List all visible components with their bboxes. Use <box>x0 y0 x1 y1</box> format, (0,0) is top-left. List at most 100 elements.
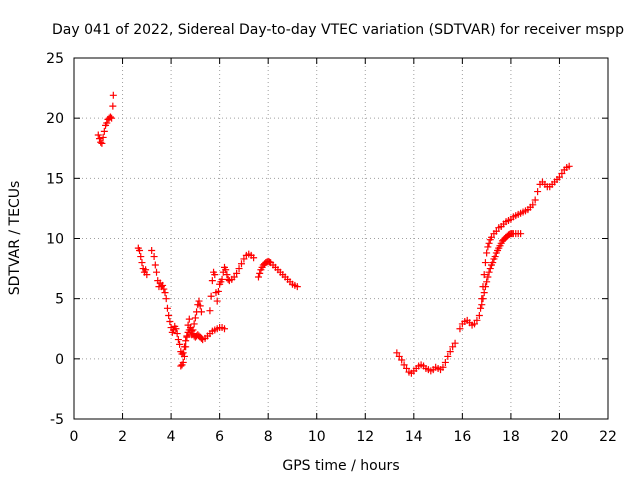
axis-ticks: 0 2 4 6 8 10 12 14 16 18 20 22 -5 0 5 10 15 20 25 <box>46 51 617 445</box>
data-point <box>190 320 198 328</box>
data-point <box>555 173 563 181</box>
grid <box>74 58 608 419</box>
data-point <box>218 275 226 283</box>
data-point <box>206 307 214 315</box>
data-point <box>441 358 449 366</box>
data-point <box>176 340 184 348</box>
data-point <box>153 268 161 276</box>
data-point <box>172 325 180 333</box>
plot-frame <box>73 57 609 420</box>
data-point <box>481 283 489 291</box>
data-point <box>163 304 171 312</box>
x-tick-label: 12 <box>356 429 374 445</box>
data-point <box>400 361 408 369</box>
data-point <box>477 304 485 312</box>
data-point <box>483 249 491 257</box>
x-axis-label: GPS time / hours <box>282 458 399 474</box>
x-tick-label: 14 <box>405 429 423 445</box>
data-point <box>444 352 452 360</box>
data-point <box>185 315 193 323</box>
data-point <box>235 265 243 273</box>
x-tick-label: 4 <box>167 429 176 445</box>
data-point <box>491 253 499 261</box>
x-tick-label: 2 <box>118 429 127 445</box>
data-point <box>95 135 103 143</box>
x-tick-label: 20 <box>551 429 569 445</box>
data-point <box>160 285 168 293</box>
x-tick-label: 10 <box>308 429 326 445</box>
data-point <box>403 364 411 372</box>
data-point <box>485 239 493 247</box>
data-point <box>214 287 222 295</box>
data-point <box>150 253 158 261</box>
data-point <box>237 260 245 268</box>
data-point <box>183 333 191 341</box>
data-point <box>173 330 181 338</box>
data-point <box>108 114 116 122</box>
chart-title: Day 041 of 2022, Sidereal Day-to-day VTE… <box>52 22 624 38</box>
data-point <box>483 278 491 286</box>
x-tick-label: 0 <box>70 429 79 445</box>
data-point <box>233 269 241 277</box>
data-point <box>398 356 406 364</box>
series-sat-h <box>478 230 525 309</box>
data-point <box>148 247 156 255</box>
data-point <box>265 258 273 266</box>
data-point <box>517 230 525 238</box>
data-point <box>142 266 150 274</box>
data-point <box>475 312 483 320</box>
data-point <box>451 339 459 347</box>
data-point <box>449 343 457 351</box>
data-point <box>230 273 238 281</box>
series-sat-d <box>206 250 258 315</box>
data-point <box>484 273 492 281</box>
data-point <box>94 131 102 139</box>
data-point <box>166 318 174 326</box>
y-tick-label: 5 <box>55 292 64 308</box>
data-point <box>207 292 215 300</box>
data-point <box>136 247 144 255</box>
data-point <box>103 119 111 127</box>
data-point <box>480 271 488 279</box>
data-point <box>196 302 204 310</box>
data-point <box>195 297 203 305</box>
data-point <box>109 91 117 99</box>
data-point <box>191 314 199 322</box>
y-tick-label: 0 <box>55 352 64 368</box>
data-point <box>395 352 403 360</box>
series-sat-c <box>177 297 205 370</box>
data-point <box>223 271 231 279</box>
x-tick-label: 18 <box>502 429 520 445</box>
data-point <box>485 268 493 276</box>
data-point <box>98 139 106 147</box>
data-point <box>180 352 188 360</box>
data-point <box>197 308 205 316</box>
data-point <box>165 312 173 320</box>
data-point <box>558 170 566 178</box>
data-point <box>208 277 216 285</box>
data-point <box>481 259 489 267</box>
data-point <box>293 283 301 291</box>
data-point <box>162 295 170 303</box>
data-point <box>446 348 454 356</box>
data-point <box>182 343 190 351</box>
data-point <box>492 227 500 235</box>
data-point <box>211 271 219 279</box>
data-point <box>179 349 187 357</box>
data-points <box>94 91 573 377</box>
data-point <box>137 253 145 261</box>
data-point <box>97 138 105 146</box>
x-tick-label: 8 <box>264 429 273 445</box>
data-point <box>174 336 182 344</box>
data-point <box>213 297 221 305</box>
data-point <box>487 233 495 241</box>
y-tick-label: 20 <box>46 111 64 127</box>
x-tick-label: 6 <box>215 429 224 445</box>
series-sat-a <box>94 91 117 147</box>
data-point <box>138 259 146 267</box>
data-point <box>188 331 196 339</box>
data-point <box>100 127 108 135</box>
data-point <box>456 325 464 333</box>
